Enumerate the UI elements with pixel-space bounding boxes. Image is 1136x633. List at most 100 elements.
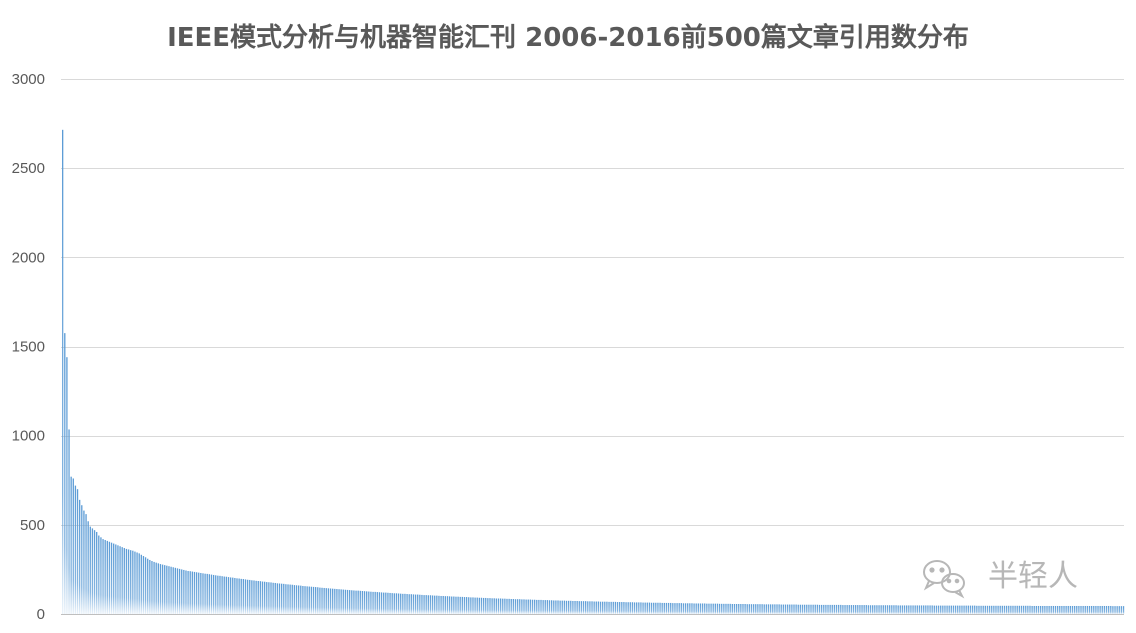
bar [965,605,967,614]
gridlines [61,79,1124,615]
y-tick-label: 0 [37,606,45,623]
bar [427,595,429,614]
bar [657,602,659,614]
bar [259,581,262,614]
bar [204,573,206,614]
bar [729,603,731,614]
bar [1086,605,1089,614]
bar [789,604,791,614]
bar [312,586,315,614]
bar [848,605,850,614]
bar [954,605,957,614]
bar [597,601,600,614]
bar [653,602,655,614]
bar [363,591,366,614]
bar [338,589,340,614]
bar [731,604,734,614]
bar [497,598,500,614]
bar [670,602,672,614]
bar [1042,605,1044,614]
bar [1061,605,1063,614]
bar [102,539,104,614]
bar [1016,605,1018,614]
bar [876,605,878,614]
bar [304,586,306,614]
bar [863,605,865,614]
bar [648,602,651,614]
y-axis-ticks: 0 500 1000 1500 2000 2500 3000 [12,71,45,623]
bar [1031,605,1033,614]
bar [1095,605,1097,614]
bar [136,552,138,614]
bar [295,585,298,614]
bar [923,605,925,614]
bar [991,605,993,614]
bar [306,586,308,614]
bar [240,578,242,614]
bar [293,585,296,614]
bar [1008,605,1010,614]
bar [244,579,247,614]
bar [127,549,130,614]
bar [502,598,504,614]
bar [706,603,708,614]
bar [812,604,814,614]
bar [310,586,313,614]
bar [616,602,619,614]
bar [687,603,689,614]
bar [903,605,906,614]
bar [567,600,570,614]
bar [121,547,123,615]
bar [72,478,74,614]
bar [366,591,368,614]
bar [215,575,217,614]
bar [801,604,804,614]
bar [255,580,257,614]
bar [374,591,376,614]
bar [529,599,532,614]
bar [793,604,795,614]
bar [672,603,674,614]
bar [96,531,98,614]
bar [289,584,291,614]
bar [757,604,759,614]
bar [891,605,893,614]
bar [66,357,68,614]
bar [695,603,697,614]
bar [561,600,563,615]
bar [270,582,272,614]
bar [1018,605,1021,614]
watermark-text: 半轻人 [988,559,1078,594]
bar [699,603,702,614]
bar [344,589,347,614]
bar [925,605,927,614]
bar [1076,605,1078,614]
bar [176,568,179,614]
bar [155,562,157,614]
bar [410,594,412,614]
bar [950,605,952,614]
bar [1071,605,1074,614]
bar [578,601,580,614]
bar [844,605,846,614]
bar [123,548,125,614]
bar [397,593,400,614]
bar [967,605,969,614]
bar [391,593,393,614]
bar [814,604,816,614]
bar [202,573,204,614]
bar [1012,605,1014,614]
bar [570,600,572,614]
bar [759,604,761,614]
bar [217,575,219,614]
bar [519,599,521,614]
bar [1014,605,1016,614]
bar [206,573,208,615]
bar [738,604,740,614]
bar [1059,605,1061,614]
bar [644,602,646,614]
bar [198,572,200,614]
bar [81,505,83,614]
bar [978,605,980,614]
bar [778,604,780,614]
